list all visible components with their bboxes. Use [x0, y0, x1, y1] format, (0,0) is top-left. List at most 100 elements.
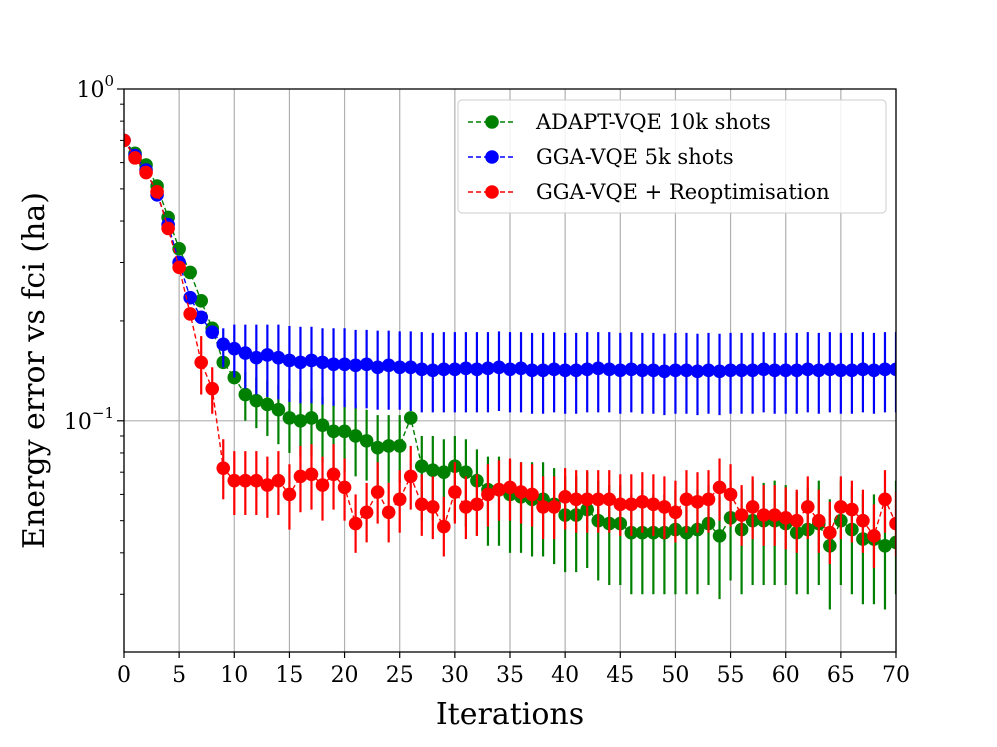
data-point [183, 307, 197, 321]
data-point [414, 362, 429, 377]
data-point [128, 151, 142, 165]
data-point [426, 463, 440, 477]
x-tick-label: 55 [717, 663, 745, 688]
data-point [701, 363, 716, 378]
data-point [657, 500, 672, 514]
data-point [282, 411, 297, 425]
data-point [470, 497, 484, 512]
x-tick-label: 30 [441, 663, 469, 688]
data-point [403, 469, 418, 484]
data-point [525, 363, 539, 378]
data-point [745, 500, 760, 514]
data-point [878, 492, 892, 507]
data-point [679, 492, 694, 507]
y-axis-label: Energy error vs fci (ha) [17, 192, 52, 549]
data-point [514, 361, 528, 376]
data-point [845, 363, 859, 378]
data-point [282, 487, 297, 502]
data-point [514, 485, 528, 499]
data-point [889, 535, 896, 550]
data-point [392, 439, 407, 453]
data-point [238, 473, 253, 488]
data-point [437, 519, 451, 534]
data-point [812, 513, 826, 528]
x-tick-label: 10 [220, 663, 248, 688]
data-point [260, 348, 275, 362]
data-point [260, 478, 275, 492]
x-tick-label: 70 [882, 663, 910, 688]
data-point [426, 500, 440, 514]
data-point [392, 360, 407, 375]
data-point [205, 381, 220, 396]
data-point [448, 485, 462, 499]
data-point [205, 325, 220, 339]
data-point [315, 478, 330, 492]
data-point [271, 350, 286, 365]
data-point [646, 497, 661, 512]
data-point [834, 500, 848, 514]
data-point [249, 473, 264, 488]
data-point [602, 492, 617, 507]
data-point [326, 424, 341, 439]
data-point [315, 418, 330, 432]
data-point [580, 362, 594, 377]
data-point [789, 513, 804, 528]
data-point [249, 393, 264, 408]
data-point [812, 363, 826, 378]
data-point [767, 508, 782, 522]
legend-marker [485, 115, 499, 129]
x-tick-label: 50 [661, 663, 689, 688]
data-point [591, 361, 606, 376]
data-point [889, 362, 896, 377]
data-point [591, 492, 606, 507]
data-point [459, 500, 473, 514]
data-point [845, 502, 859, 517]
data-point [326, 467, 341, 482]
data-point [503, 480, 517, 495]
data-point [194, 355, 208, 370]
data-point [161, 221, 175, 236]
data-point [337, 424, 352, 439]
data-point [778, 363, 793, 378]
data-point [492, 360, 506, 375]
data-point [381, 358, 396, 373]
data-point [536, 363, 550, 378]
data-point [337, 480, 352, 495]
data-point [668, 363, 683, 378]
data-point [437, 465, 451, 479]
data-point [547, 500, 561, 514]
x-tick-label: 5 [172, 663, 186, 688]
x-axis-ticks: 0 5 10 15 20 25 30 35 40 45 50 55 60 65 70 [117, 652, 910, 688]
data-point [481, 361, 495, 376]
x-tick-label: 40 [551, 663, 579, 688]
data-point [767, 363, 782, 378]
data-point [370, 360, 385, 375]
data-point [778, 511, 793, 525]
data-point [580, 492, 594, 507]
data-point [878, 539, 892, 553]
data-point [459, 361, 473, 376]
data-point [293, 469, 308, 484]
data-point [172, 260, 186, 275]
data-point [150, 184, 164, 199]
data-point [470, 362, 484, 377]
data-point [613, 497, 628, 512]
data-point [481, 487, 495, 502]
data-point [260, 397, 275, 412]
legend-box [457, 99, 887, 214]
data-point [194, 310, 208, 325]
data-point [304, 467, 319, 482]
data-point [712, 364, 727, 379]
data-point [613, 363, 628, 378]
data-point [304, 353, 319, 368]
data-point [249, 350, 264, 365]
data-point [878, 362, 892, 377]
data-point [139, 165, 153, 180]
data-point [723, 363, 738, 378]
data-point [348, 516, 363, 531]
legend-item: GGA-VQE 5k shots [468, 145, 734, 169]
data-point [701, 492, 716, 507]
series-layer [124, 133, 896, 610]
data-point [315, 355, 330, 370]
